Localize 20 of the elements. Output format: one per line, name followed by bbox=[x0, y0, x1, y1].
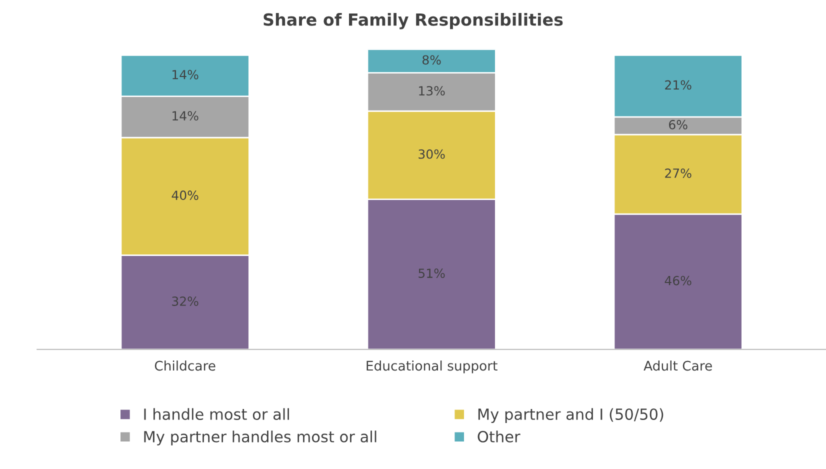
legend-label: My partner handles most or all bbox=[144, 430, 376, 446]
chart-title: Share of Family Responsibilities bbox=[264, 12, 563, 30]
data-label: 27% bbox=[665, 168, 692, 178]
data-label: 21% bbox=[665, 80, 692, 90]
data-label: 30% bbox=[418, 149, 445, 159]
legend-label: I handle most or all bbox=[144, 408, 289, 420]
data-label: 14% bbox=[172, 111, 198, 121]
data-label: 13% bbox=[419, 86, 445, 96]
legend-label: My partner and I (50/50) bbox=[478, 408, 664, 423]
data-label: 6% bbox=[669, 120, 688, 130]
legend-label: Other bbox=[478, 430, 520, 442]
data-label: 8% bbox=[422, 55, 441, 65]
data-label: 40% bbox=[172, 190, 198, 200]
data-label: 14% bbox=[172, 70, 198, 80]
data-label: 46% bbox=[664, 276, 692, 286]
data-label: 51% bbox=[418, 268, 445, 278]
data-label: 32% bbox=[172, 296, 198, 306]
x-tick-label: Childcare bbox=[154, 360, 216, 371]
x-tick-label: Educational support bbox=[366, 360, 498, 374]
x-tick-label: Adult Care bbox=[644, 360, 712, 371]
